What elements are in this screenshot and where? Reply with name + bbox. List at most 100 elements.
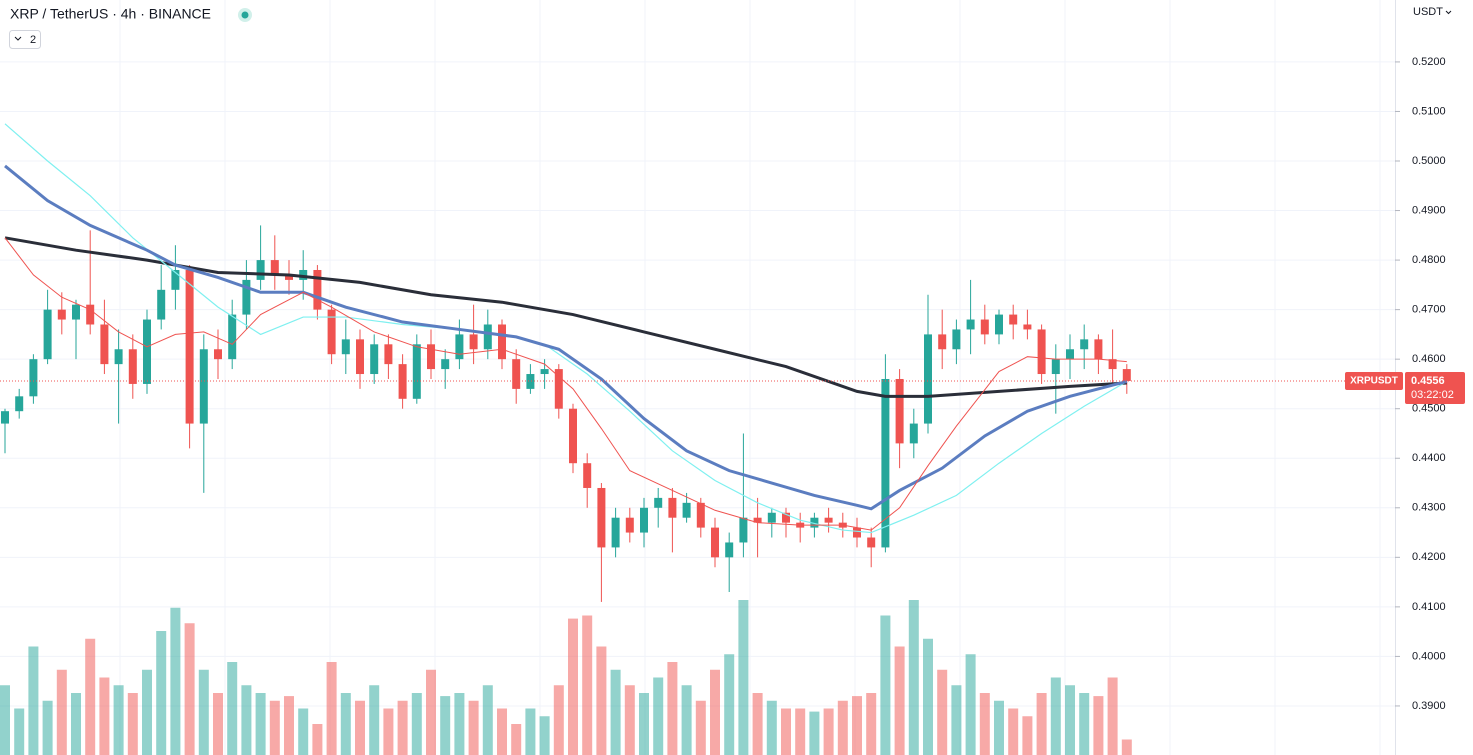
- candle-body: [867, 537, 876, 548]
- volume-bar: [866, 693, 877, 755]
- candle-body: [640, 507, 648, 533]
- candle-body: [455, 334, 464, 360]
- volume-bar: [809, 711, 820, 755]
- y-tick-label: 0.4000: [1412, 650, 1446, 662]
- volume-bar: [42, 700, 53, 755]
- volume-bar: [965, 654, 976, 755]
- volume-bar: [213, 693, 223, 755]
- candle-body: [526, 374, 535, 389]
- y-tick-label: 0.4400: [1412, 452, 1446, 464]
- candle-body: [242, 279, 251, 315]
- status-dot: [241, 11, 249, 19]
- candle-body: [611, 517, 620, 548]
- volume-bar: [880, 615, 891, 755]
- volume-bar: [1079, 693, 1090, 755]
- candle-body: [654, 497, 663, 508]
- volume-bar: [610, 669, 621, 755]
- volume-bar: [710, 669, 720, 755]
- candle-body: [696, 502, 705, 528]
- volume-bar: [681, 685, 692, 755]
- candle-body: [824, 517, 833, 523]
- candle-body: [1037, 329, 1046, 375]
- volume-bar: [639, 693, 649, 755]
- candle-body: [86, 304, 95, 325]
- candle-body: [15, 396, 24, 412]
- volume-bar: [326, 662, 337, 755]
- volume-bar: [340, 693, 351, 755]
- volume-bar: [1008, 708, 1019, 755]
- volume-bar: [937, 669, 948, 755]
- indicator-toggle[interactable]: [9, 30, 41, 49]
- moving-average: [4, 236, 1127, 398]
- volume-bar: [284, 696, 294, 755]
- volume-bar: [99, 677, 110, 755]
- volume-bar: [1121, 739, 1132, 755]
- candle-body: [1094, 339, 1103, 360]
- y-tick-label: 0.4600: [1412, 353, 1446, 365]
- candle-body: [427, 344, 435, 370]
- volume-bar: [497, 708, 507, 755]
- volume-bar: [553, 685, 564, 755]
- candle-body: [1080, 339, 1089, 350]
- candle-body: [767, 512, 776, 523]
- volume-bar: [14, 708, 25, 755]
- candle-body: [583, 463, 592, 488]
- countdown-label: 03:22:02: [1411, 389, 1454, 401]
- volume-bar: [127, 693, 138, 755]
- volume-bar: [525, 708, 536, 755]
- volume-bar: [355, 700, 365, 755]
- candle-body: [171, 269, 180, 290]
- candle-body: [72, 304, 80, 320]
- volume-bar: [454, 693, 465, 755]
- y-tick-label: 0.4300: [1412, 502, 1446, 514]
- candle-body: [29, 359, 38, 397]
- moving-average: [4, 123, 1128, 534]
- currency-label[interactable]: USDT: [1413, 6, 1443, 18]
- candle-body: [341, 339, 350, 355]
- candle-body: [980, 319, 989, 335]
- candle-body: [924, 334, 932, 424]
- volume-bar: [255, 693, 266, 755]
- volume-bar: [667, 662, 678, 755]
- y-tick-label: 0.4800: [1412, 254, 1446, 266]
- candle-body: [810, 517, 819, 528]
- chevron: [14, 36, 22, 41]
- volume-bar: [923, 638, 933, 755]
- symbol-badge: [1345, 371, 1403, 390]
- volume-bar: [596, 646, 607, 755]
- volume-bar: [1050, 677, 1061, 755]
- volume-bar: [369, 685, 380, 755]
- candle-body: [1066, 349, 1074, 360]
- volume-bar: [85, 638, 96, 755]
- candle-body: [512, 359, 521, 389]
- candle-body: [214, 349, 222, 360]
- volume-bar: [795, 708, 806, 755]
- candle-body: [782, 512, 790, 523]
- volume-bar: [781, 708, 791, 755]
- volume-bar: [241, 685, 252, 755]
- volume-bar: [71, 693, 81, 755]
- candle-body: [1009, 314, 1018, 325]
- candle-body: [739, 517, 748, 543]
- candle-body: [1108, 359, 1117, 370]
- volume-bar: [397, 700, 408, 755]
- volume-bar: [653, 677, 664, 755]
- volume-bar: [852, 696, 862, 755]
- candle-body: [753, 517, 762, 523]
- volume-bar: [979, 693, 990, 755]
- volume-bar: [482, 685, 493, 755]
- volume-bar: [170, 607, 181, 755]
- candle-body: [469, 334, 478, 350]
- candle-body: [157, 289, 166, 320]
- y-tick-label: 0.4500: [1412, 403, 1446, 415]
- volume-bar: [1065, 685, 1075, 755]
- volume-bar: [156, 631, 167, 755]
- candle-body: [185, 269, 194, 424]
- candle-body: [384, 344, 393, 365]
- volume-bar: [823, 708, 834, 755]
- candle-body: [966, 319, 975, 330]
- candle-body: [285, 274, 293, 280]
- candle-body: [100, 324, 109, 365]
- volume-bar: [837, 700, 848, 755]
